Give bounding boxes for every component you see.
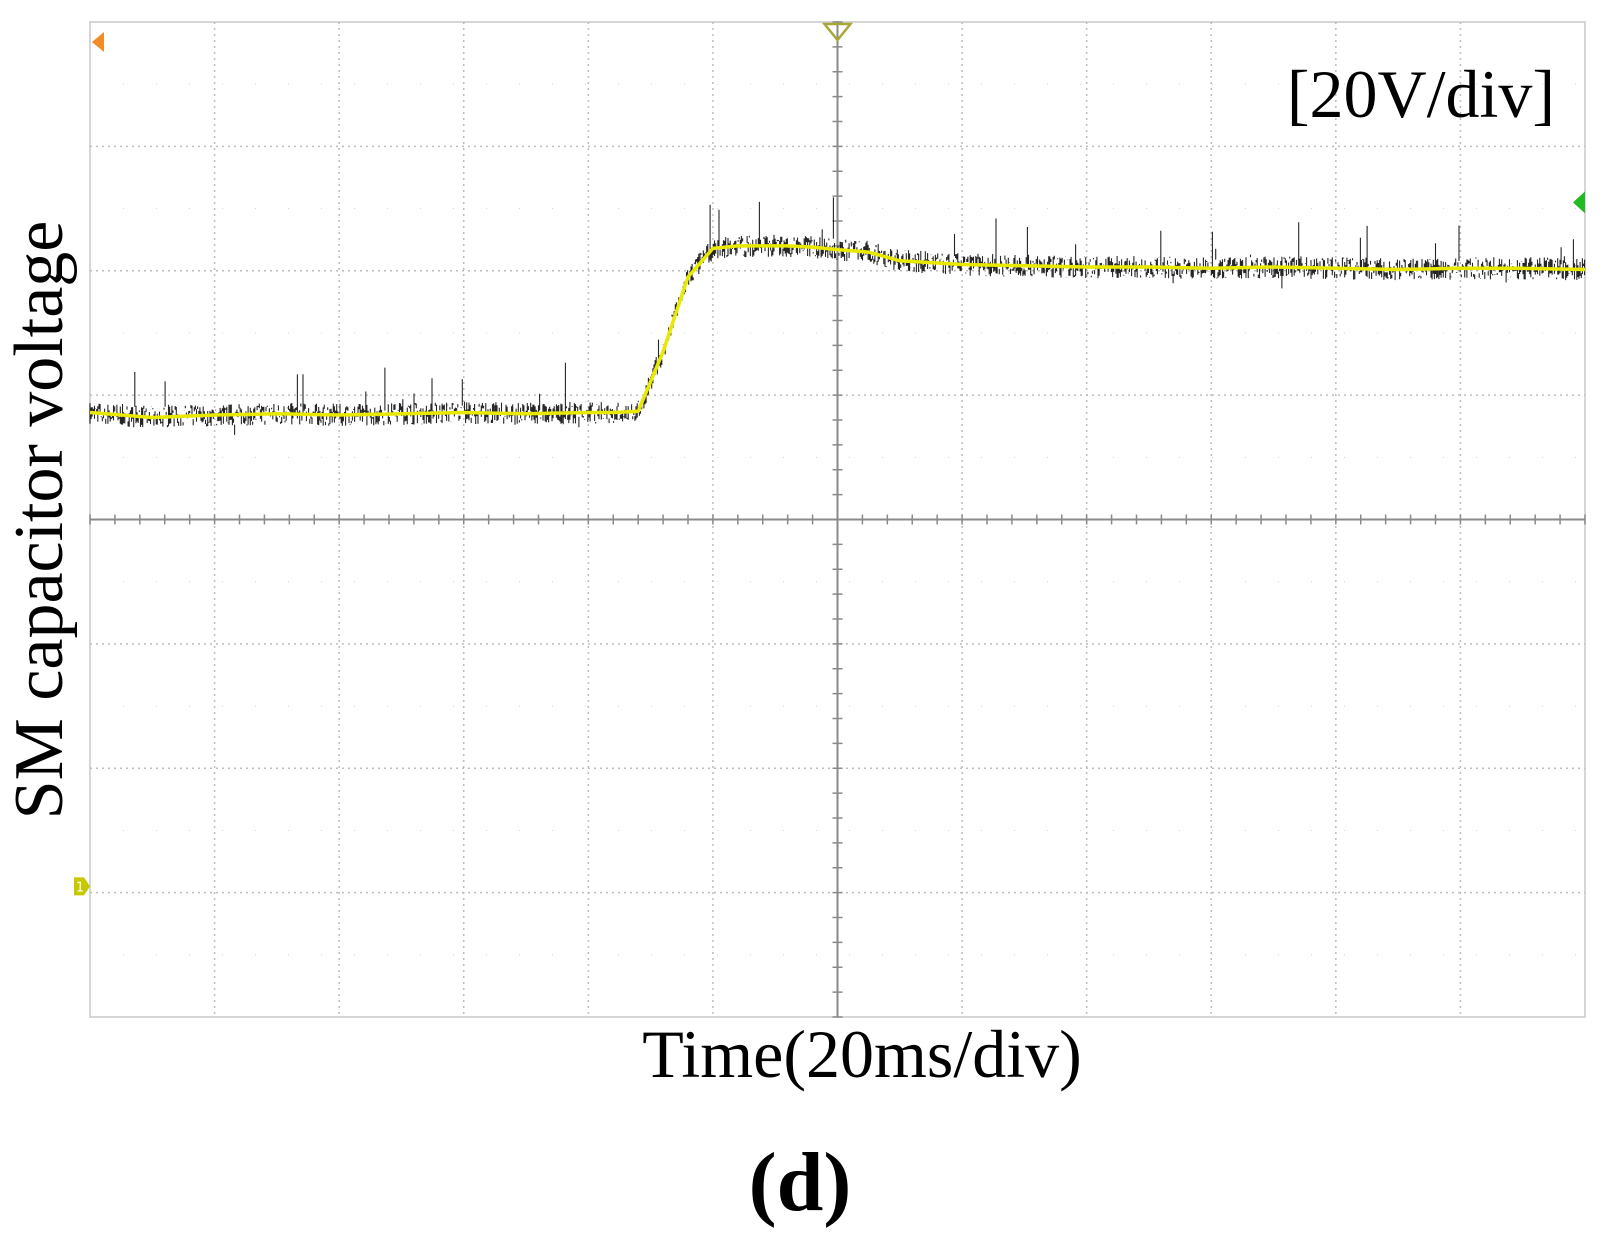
channel-1-marker-label: 1 <box>76 880 84 895</box>
scope-markers: 1 <box>74 22 1585 896</box>
voltage-trace <box>89 244 1586 420</box>
trigger-level-marker-icon <box>1573 191 1585 214</box>
plot-area: 1 <box>74 21 1586 1018</box>
x-axis-label: Time(20ms/div) <box>642 1016 1082 1092</box>
trigger-position-marker-icon <box>821 22 854 42</box>
y-axis-label: SM capacitor voltage <box>1 221 78 820</box>
panel-label: (d) <box>749 1136 852 1229</box>
channel-1-marker-icon <box>74 877 90 896</box>
reference-marker-icon <box>92 32 104 52</box>
scale-label: [20V/div] <box>1287 56 1555 132</box>
center-axis-ticks <box>89 21 1586 1018</box>
